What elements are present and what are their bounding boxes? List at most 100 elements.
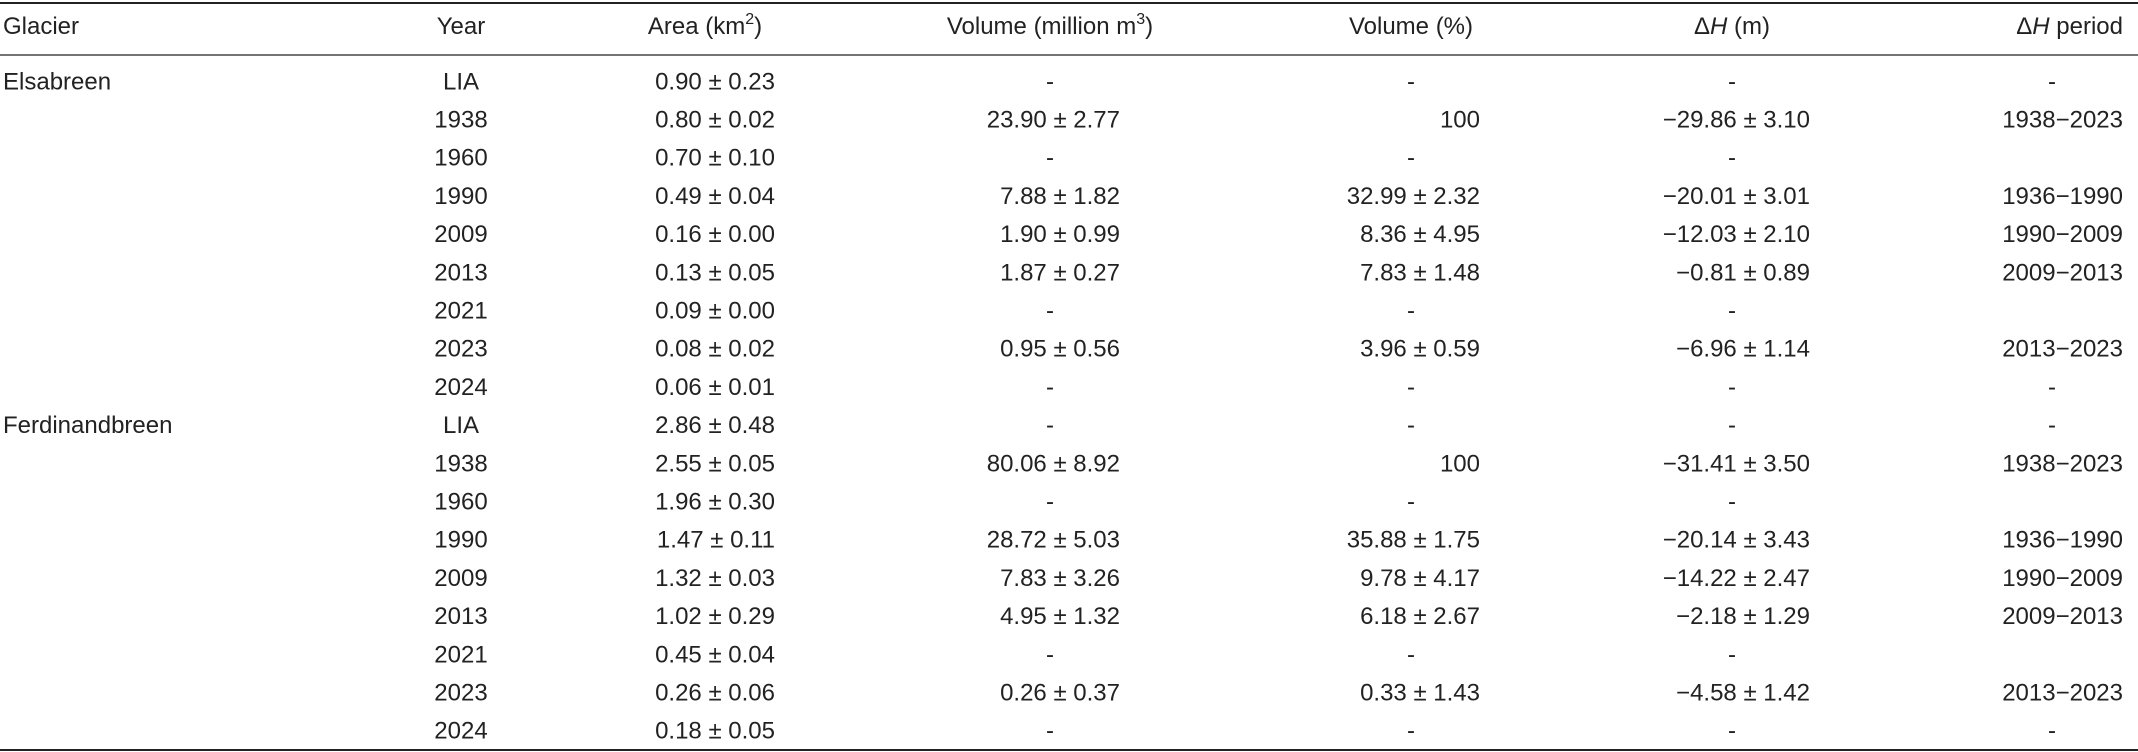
header-text: (m) xyxy=(1727,13,1770,40)
table-cell: - xyxy=(1407,412,1415,439)
table-cell: - xyxy=(1407,68,1415,95)
table-cell: 7.83 ± 1.48 xyxy=(1360,259,1480,286)
table-cell: 2013 xyxy=(434,259,487,286)
table-cell: 2024 xyxy=(434,718,487,745)
table-cell: 1960 xyxy=(434,489,487,516)
table-cell: 80.06 ± 8.92 xyxy=(987,450,1120,477)
header-cell: ΔH (m) xyxy=(1694,13,1770,40)
table-cell: 0.18 ± 0.05 xyxy=(655,718,775,745)
table-cell: 3.96 ± 0.59 xyxy=(1360,336,1480,363)
header-text: Area (km xyxy=(648,13,745,40)
table-cell: −31.41 ± 3.50 xyxy=(1663,450,1810,477)
table-cell: 1936−1990 xyxy=(2002,183,2123,210)
header-text: Volume (%) xyxy=(1349,13,1473,40)
table-cell: 0.13 ± 0.05 xyxy=(655,259,775,286)
table-cell: - xyxy=(1046,145,1054,172)
table-cell: - xyxy=(1728,374,1736,401)
table-cell: - xyxy=(1728,718,1736,745)
table-cell: 1990 xyxy=(434,527,487,554)
header-text: ) xyxy=(754,13,762,40)
table-cell: - xyxy=(1046,718,1054,745)
header-text: Year xyxy=(437,13,486,40)
table-cell: 1990 xyxy=(434,183,487,210)
table-cell: −0.81 ± 0.89 xyxy=(1676,259,1810,286)
table-cell: - xyxy=(1407,145,1415,172)
header-cell: Volume (million m3) xyxy=(947,11,1153,41)
table-cell: - xyxy=(1728,68,1736,95)
table-cell: 1938 xyxy=(434,450,487,477)
header-text: H xyxy=(1710,13,1728,40)
table-cell: 1.02 ± 0.29 xyxy=(655,603,775,630)
table-cell: - xyxy=(2048,68,2056,95)
table-cell: −29.86 ± 3.10 xyxy=(1663,107,1810,134)
table-cell: - xyxy=(1407,641,1415,668)
table-cell: - xyxy=(1407,374,1415,401)
table-cell: 1938−2023 xyxy=(2002,450,2123,477)
table-cell: 4.95 ± 1.32 xyxy=(1000,603,1120,630)
table-cell: LIA xyxy=(443,68,479,95)
table-cell: - xyxy=(1046,298,1054,325)
header-text: H xyxy=(2032,13,2050,40)
table-cell: 1.90 ± 0.99 xyxy=(1000,221,1120,248)
header-text: Δ xyxy=(2016,13,2032,40)
table-cell: - xyxy=(1046,68,1054,95)
table-cell: 0.49 ± 0.04 xyxy=(655,183,775,210)
table-cell: 9.78 ± 4.17 xyxy=(1360,565,1480,592)
table-cell: - xyxy=(1407,718,1415,745)
table-cell: 2021 xyxy=(434,641,487,668)
header-cell: ΔH period xyxy=(2016,13,2123,40)
table-cell: −6.96 ± 1.14 xyxy=(1676,336,1810,363)
table-cell: 0.16 ± 0.00 xyxy=(655,221,775,248)
table-cell: 0.06 ± 0.01 xyxy=(655,374,775,401)
table-cell: 2.55 ± 0.05 xyxy=(655,450,775,477)
header-text: ) xyxy=(1145,13,1153,40)
table-cell: 0.26 ± 0.06 xyxy=(655,680,775,707)
table-cell: 1.96 ± 0.30 xyxy=(655,489,775,516)
table-cell: - xyxy=(1407,489,1415,516)
table-cell: 1.87 ± 0.27 xyxy=(1000,259,1120,286)
table-cell: - xyxy=(1728,489,1736,516)
table-cell: 2013−2023 xyxy=(2002,680,2123,707)
table-cell: - xyxy=(1728,641,1736,668)
table-cell: 1.32 ± 0.03 xyxy=(655,565,775,592)
header-text: Glacier xyxy=(3,13,79,40)
header-text: 2 xyxy=(745,11,754,28)
table-cell: 2013 xyxy=(434,603,487,630)
table-cell: - xyxy=(1407,298,1415,325)
table-cell: 100 xyxy=(1440,450,1480,477)
table-cell: 7.88 ± 1.82 xyxy=(1000,183,1120,210)
table-cell: 0.09 ± 0.00 xyxy=(655,298,775,325)
table-cell: 2013−2023 xyxy=(2002,336,2123,363)
table-cell: - xyxy=(1046,641,1054,668)
table-cell: 2023 xyxy=(434,680,487,707)
header-text: period xyxy=(2050,13,2123,40)
header-cell: Year xyxy=(437,13,486,40)
header-cell: Glacier xyxy=(3,13,79,40)
header-text: 3 xyxy=(1136,11,1145,28)
table-cell: - xyxy=(2048,718,2056,745)
table-cell: 1938 xyxy=(434,107,487,134)
table-cell: 2.86 ± 0.48 xyxy=(655,412,775,439)
table-cell: - xyxy=(1046,374,1054,401)
table-cell: 0.95 ± 0.56 xyxy=(1000,336,1120,363)
table-cell: 1990−2009 xyxy=(2002,565,2123,592)
table-cell: 2009−2013 xyxy=(2002,603,2123,630)
table-cell: 28.72 ± 5.03 xyxy=(987,527,1120,554)
table-cell: 2009 xyxy=(434,565,487,592)
table-cell: 100 xyxy=(1440,107,1480,134)
header-cell: Area (km2) xyxy=(648,11,762,41)
table-cell: 8.36 ± 4.95 xyxy=(1360,221,1480,248)
table-cell: 0.80 ± 0.02 xyxy=(655,107,775,134)
table-cell: −4.58 ± 1.42 xyxy=(1676,680,1810,707)
table-cell: −12.03 ± 2.10 xyxy=(1663,221,1810,248)
table-cell: −20.14 ± 3.43 xyxy=(1663,527,1810,554)
table-cell: 1990−2009 xyxy=(2002,221,2123,248)
table-cell: - xyxy=(2048,412,2056,439)
table-cell: 0.90 ± 0.23 xyxy=(655,68,775,95)
table-cell: - xyxy=(1046,489,1054,516)
table-cell: 1936−1990 xyxy=(2002,527,2123,554)
table-cell: 2024 xyxy=(434,374,487,401)
table-cell: 2021 xyxy=(434,298,487,325)
table-cell: 2009−2013 xyxy=(2002,259,2123,286)
